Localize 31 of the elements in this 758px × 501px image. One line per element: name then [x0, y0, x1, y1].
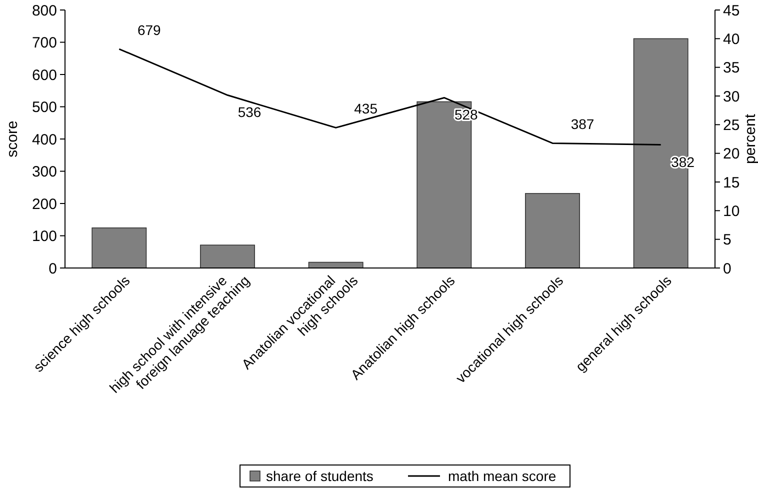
y2-tick-label: 20	[723, 146, 740, 163]
y2-tick-label: 25	[723, 116, 740, 134]
data-label: 387	[570, 116, 594, 132]
y-axis-title: score	[4, 120, 21, 158]
y2-tick-label: 0	[723, 260, 732, 278]
data-label: 679	[137, 22, 162, 38]
y2-tick-label: 10	[723, 202, 740, 220]
data-label: 435	[354, 100, 378, 117]
y2-axis-title: percent	[742, 113, 758, 164]
y-tick-label: 600	[32, 66, 57, 84]
legend-label: share of students	[266, 468, 374, 484]
y2-tick-label: 30	[723, 88, 740, 106]
y-tick-label: 0	[48, 260, 57, 278]
y2-tick-label: 15	[723, 174, 740, 192]
y-tick-label: 400	[32, 131, 57, 148]
y2-tick-label: 35	[723, 60, 740, 77]
bar	[525, 193, 580, 268]
y-tick-label: 800	[32, 2, 57, 20]
data-label: 536	[238, 104, 262, 120]
bar	[200, 244, 255, 268]
y2-tick-label: 45	[723, 2, 740, 20]
y-tick-label: 500	[32, 99, 57, 116]
y-tick-label: 100	[32, 228, 57, 245]
y-tick-label: 200	[32, 196, 57, 213]
y-tick-label: 300	[32, 164, 57, 180]
legend-label: math mean score	[448, 468, 556, 484]
line-series	[118, 48, 662, 146]
y-tick-label: 700	[32, 34, 57, 52]
bar	[92, 227, 147, 268]
y2-tick-label: 40	[723, 30, 740, 48]
y2-tick-label: 5	[723, 232, 732, 249]
